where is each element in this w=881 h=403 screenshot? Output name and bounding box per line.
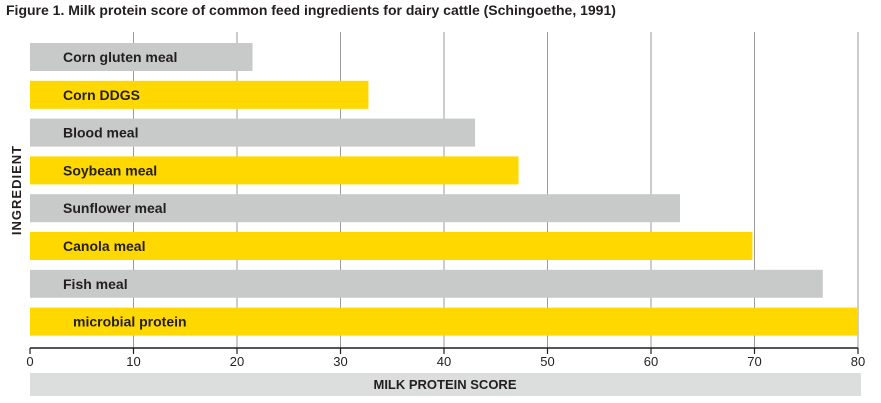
chart-title: Figure 1. Milk protein score of common f… — [6, 2, 616, 18]
bars: Corn gluten meal Corn DDGS Blood meal Soybe… — [30, 43, 858, 336]
bar-blood-meal — [30, 118, 476, 147]
x-tick-label: 20 — [230, 354, 244, 369]
bar-sunflower-meal — [30, 194, 680, 223]
x-axis-label-band — [30, 373, 861, 396]
bar-label: Canola meal — [63, 238, 145, 254]
x-tick-label: 10 — [126, 354, 140, 369]
x-tick-label: 70 — [747, 354, 761, 369]
y-axis-label: INGREDIENT — [9, 145, 24, 235]
bar-label: Sunflower meal — [63, 200, 166, 216]
bar-label: Blood meal — [63, 125, 138, 141]
x-axis: 0 10 20 30 40 50 60 70 80 — [26, 347, 865, 369]
x-tick-label: 50 — [540, 354, 554, 369]
x-axis-label: MILK PROTEIN SCORE — [373, 377, 516, 392]
bar-corn-gluten-meal — [30, 43, 253, 71]
bar-label: Fish meal — [63, 276, 128, 292]
bar-corn-ddgs — [30, 80, 369, 109]
x-tick-label: 60 — [644, 354, 658, 369]
bar-label: Corn gluten meal — [63, 49, 177, 65]
bar-microbial-protein — [30, 307, 858, 336]
bar-soybean-meal — [30, 156, 519, 185]
x-tick-label: 80 — [851, 354, 865, 369]
bar-canola-meal — [30, 232, 753, 260]
bar-label: Soybean meal — [63, 162, 157, 178]
bar-label: Corn DDGS — [63, 87, 140, 103]
x-tick-label: 40 — [437, 354, 451, 369]
bar-fish-meal — [30, 269, 823, 298]
x-tick-label: 30 — [333, 354, 347, 369]
x-tick-label: 0 — [26, 354, 33, 369]
bar-label: microbial protein — [73, 314, 187, 330]
gridlines — [133, 32, 859, 348]
